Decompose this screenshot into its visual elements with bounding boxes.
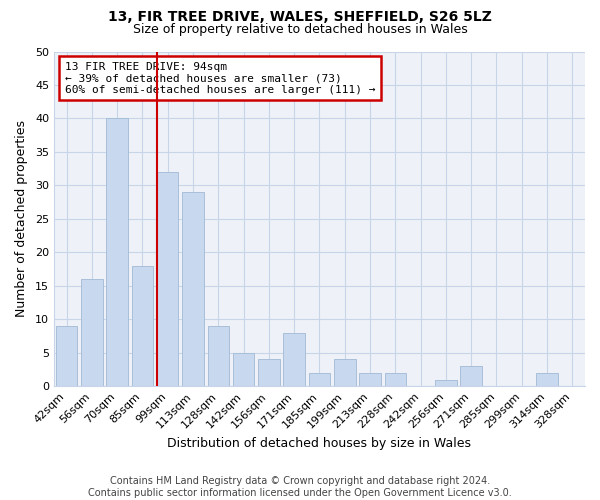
Bar: [309, 373, 330, 386]
Bar: [283, 332, 305, 386]
Text: Size of property relative to detached houses in Wales: Size of property relative to detached ho…: [133, 22, 467, 36]
Text: 13, FIR TREE DRIVE, WALES, SHEFFIELD, S26 5LZ: 13, FIR TREE DRIVE, WALES, SHEFFIELD, S2…: [108, 10, 492, 24]
Bar: [359, 373, 381, 386]
Text: 13 FIR TREE DRIVE: 94sqm
← 39% of detached houses are smaller (73)
60% of semi-d: 13 FIR TREE DRIVE: 94sqm ← 39% of detach…: [65, 62, 375, 94]
Bar: [258, 360, 280, 386]
Bar: [81, 279, 103, 386]
Bar: [56, 326, 77, 386]
Bar: [435, 380, 457, 386]
Y-axis label: Number of detached properties: Number of detached properties: [15, 120, 28, 318]
Bar: [182, 192, 204, 386]
Bar: [157, 172, 178, 386]
Bar: [536, 373, 558, 386]
X-axis label: Distribution of detached houses by size in Wales: Distribution of detached houses by size …: [167, 437, 472, 450]
Bar: [106, 118, 128, 386]
Bar: [208, 326, 229, 386]
Text: Contains HM Land Registry data © Crown copyright and database right 2024.
Contai: Contains HM Land Registry data © Crown c…: [88, 476, 512, 498]
Bar: [131, 266, 153, 386]
Bar: [334, 360, 356, 386]
Bar: [460, 366, 482, 386]
Bar: [385, 373, 406, 386]
Bar: [233, 352, 254, 386]
